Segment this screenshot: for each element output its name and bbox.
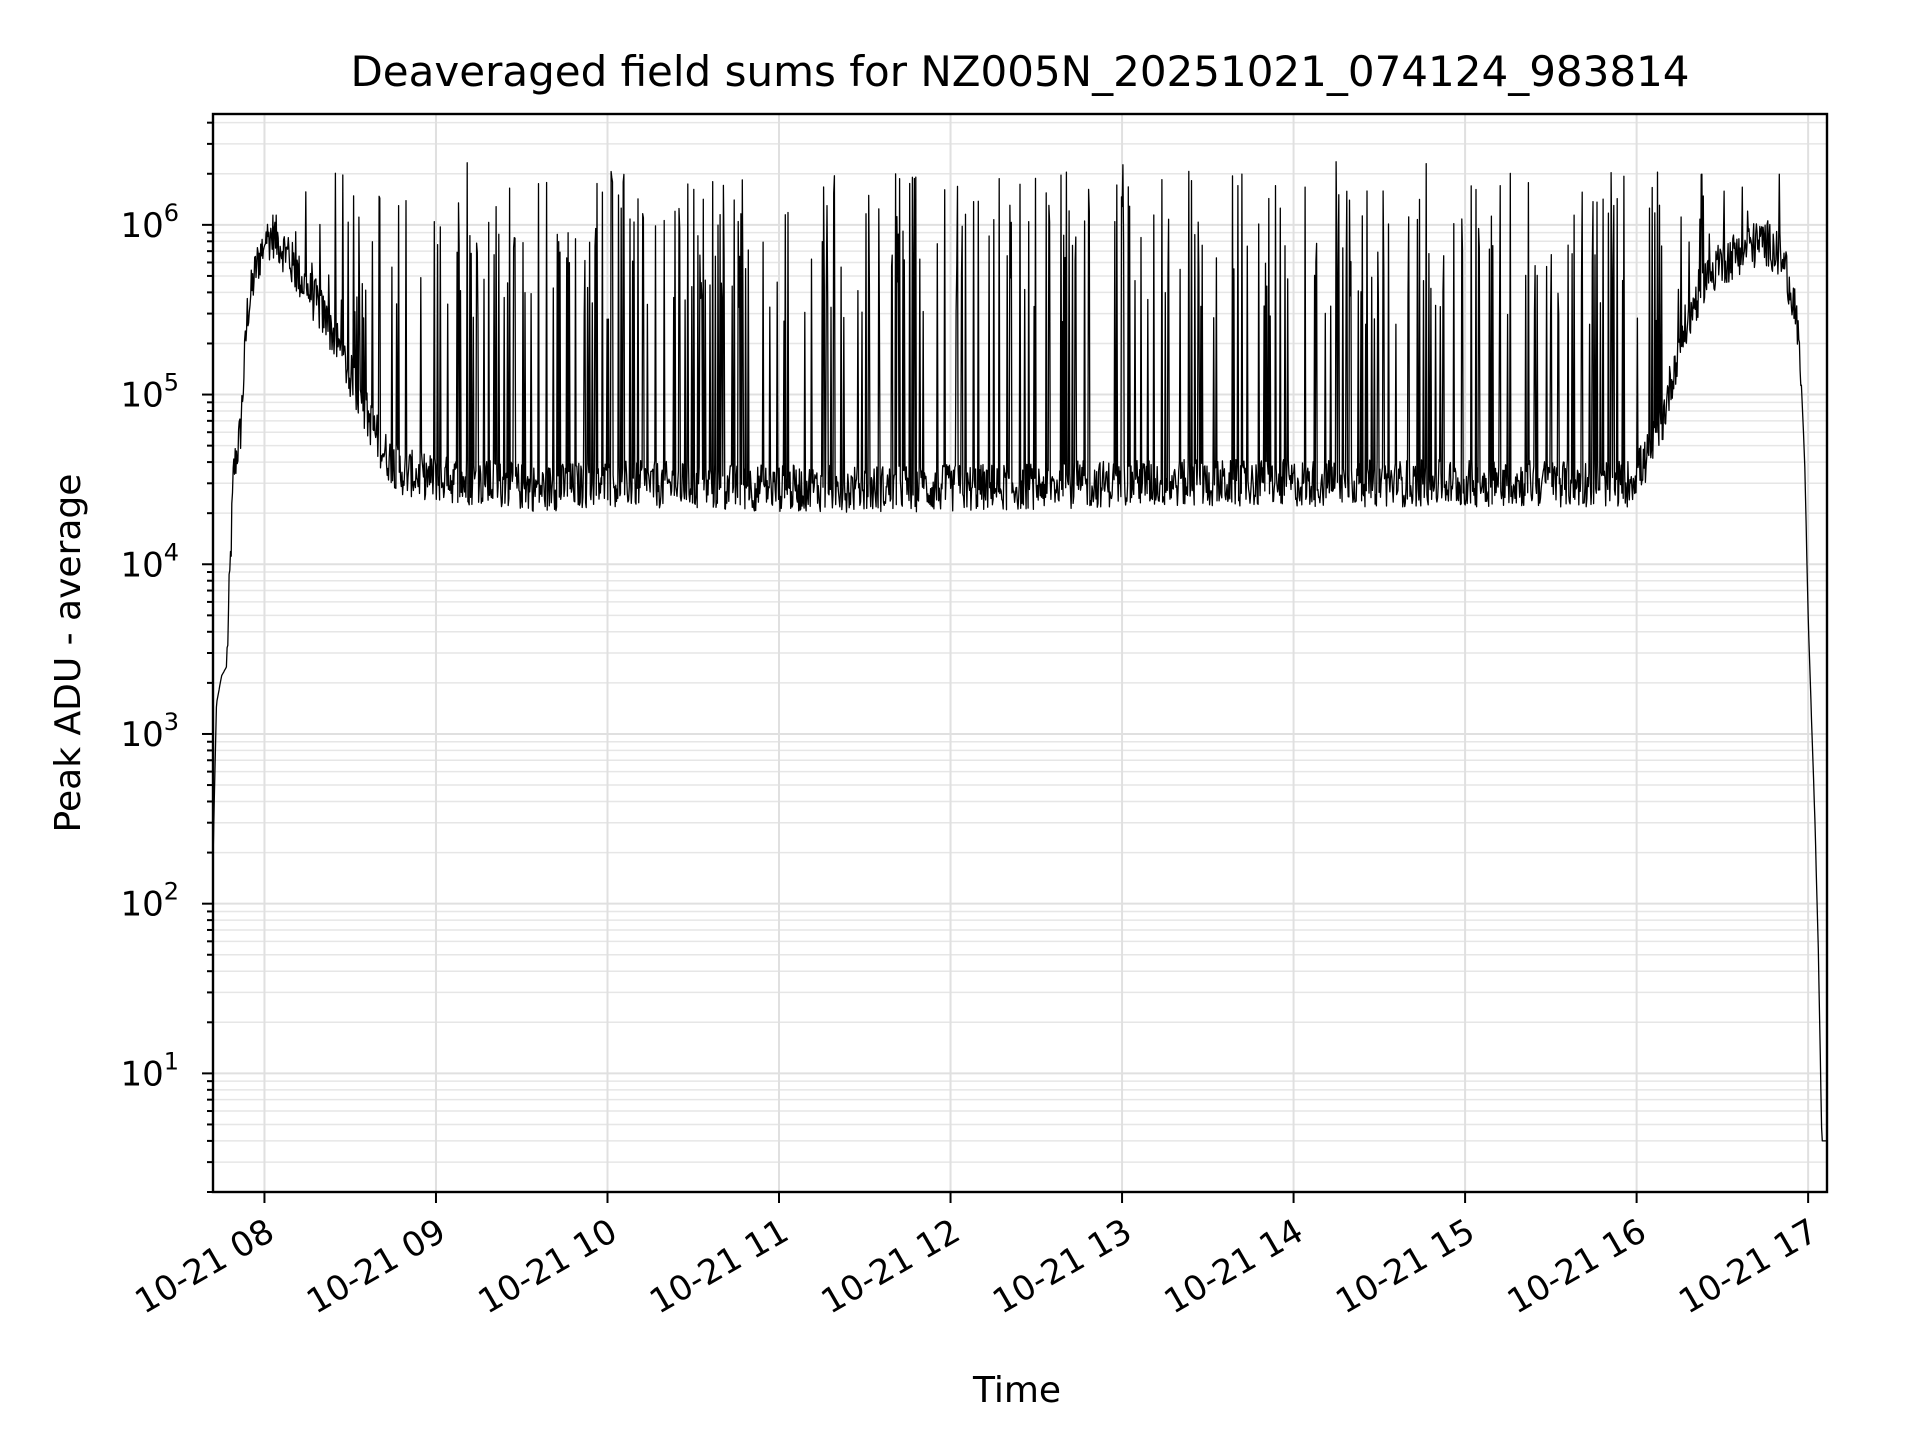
x-tick-label: 10-21 15 xyxy=(1329,1211,1481,1322)
x-tick-label: 10-21 16 xyxy=(1501,1211,1653,1322)
chart-title: Deaveraged field sums for NZ005N_2025102… xyxy=(350,47,1689,96)
series-layer xyxy=(212,161,1827,1142)
y-tick-label: 102 xyxy=(120,878,179,925)
y-tick-label: 103 xyxy=(120,708,179,755)
x-tick-label: 10-21 12 xyxy=(815,1211,967,1322)
y-tick-label: 101 xyxy=(120,1047,179,1094)
x-tick-label: 10-21 09 xyxy=(300,1211,452,1322)
x-tick-label: 10-21 14 xyxy=(1158,1211,1310,1322)
x-axis-label: Time xyxy=(972,1370,1061,1411)
y-tick-label: 105 xyxy=(120,369,179,416)
y-tick-label: 104 xyxy=(120,538,179,585)
y-tick-label: 106 xyxy=(120,199,179,246)
x-tick-label: 10-21 13 xyxy=(986,1211,1138,1322)
x-tick-label: 10-21 08 xyxy=(129,1211,281,1322)
series-line xyxy=(212,161,1827,1142)
x-tick-label: 10-21 11 xyxy=(643,1211,795,1322)
x-tick-label: 10-21 10 xyxy=(472,1211,624,1322)
x-tick-label: 10-21 17 xyxy=(1672,1211,1824,1322)
y-axis-label: Peak ADU - average xyxy=(48,474,89,833)
